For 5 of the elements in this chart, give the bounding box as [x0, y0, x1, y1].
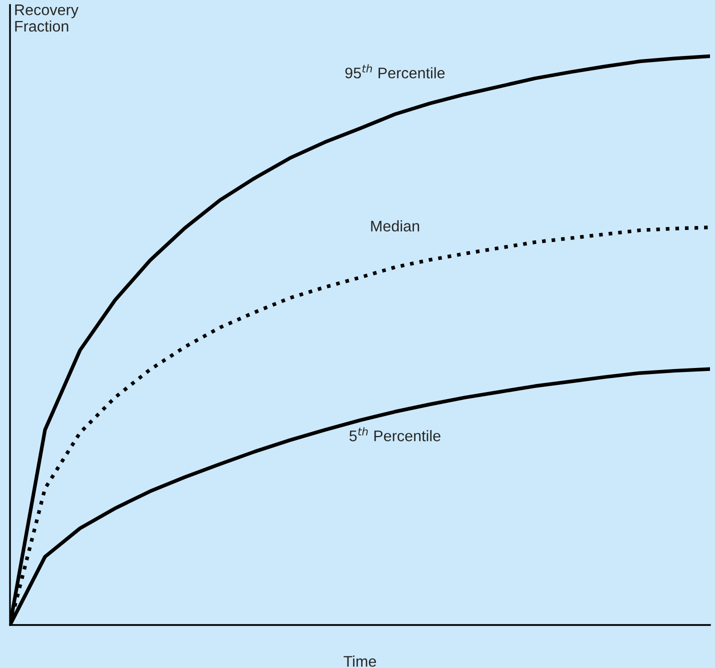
x-axis-title: Time: [344, 656, 376, 667]
series-label: Median: [371, 220, 420, 232]
y-axis-title: Recovery Fraction: [15, 4, 78, 32]
series-label: 95$^{th}$ Percentile: [345, 64, 445, 78]
series-label: 5$^{th}$ Percentile: [349, 427, 440, 442]
